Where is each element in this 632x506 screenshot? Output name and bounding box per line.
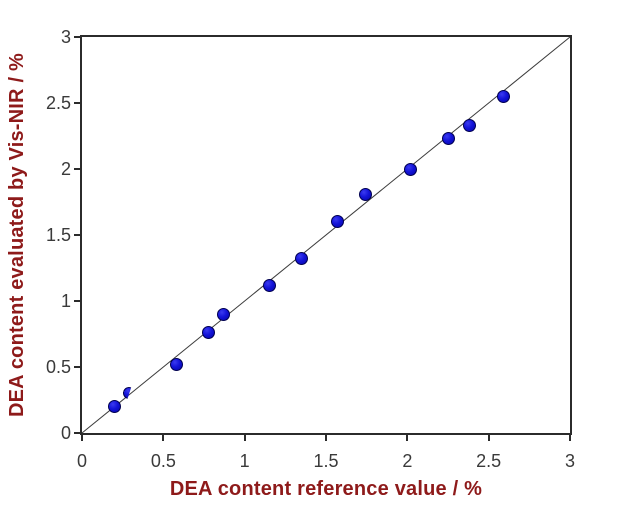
- plot-area: 0 0.5 1 1.5 2 2.5 3 0 0.5 1 1.5 2 2.5 3: [46, 27, 575, 471]
- data-point: [496, 89, 510, 103]
- y-tick-mark: [74, 36, 80, 38]
- y-tick-label: 2.5: [45, 93, 71, 113]
- data-point: [108, 400, 122, 414]
- y-tick-mark: [74, 102, 80, 104]
- data-point: [202, 326, 216, 340]
- x-tick-label: 3: [564, 451, 575, 471]
- data-point: [217, 307, 231, 321]
- y-tick-mark: [74, 234, 80, 236]
- y-tick-label: 0: [60, 423, 71, 443]
- x-axis-label: DEA content reference value / %: [169, 478, 483, 500]
- x-tick-label: 1.5: [313, 451, 339, 471]
- x-tick-label: 0: [76, 451, 87, 471]
- x-tick-mark: [81, 435, 83, 441]
- data-point: [330, 215, 344, 229]
- y-tick-label: 1: [60, 291, 71, 311]
- data-point: [295, 252, 309, 266]
- x-tick-label: 1: [239, 451, 250, 471]
- data-point: [358, 187, 372, 201]
- x-tick-mark: [406, 435, 409, 441]
- x-tick-mark: [325, 435, 327, 441]
- data-point: [462, 118, 476, 132]
- data-point: [262, 278, 276, 292]
- y-tick-label: 1.5: [45, 225, 71, 245]
- data-point: [441, 132, 455, 146]
- y-tick-mark: [74, 366, 80, 368]
- x-tick-mark: [162, 435, 165, 441]
- y-tick-mark: [74, 432, 80, 434]
- y-tick-label: 2: [60, 159, 71, 179]
- x-tick-label: 2.5: [476, 451, 502, 471]
- y-tick-mark: [74, 300, 80, 302]
- x-tick-mark: [569, 435, 571, 441]
- identity-line: [81, 36, 571, 434]
- data-point: [169, 357, 183, 371]
- data-point: [404, 162, 418, 176]
- x-tick-mark: [243, 435, 246, 441]
- y-tick-label: 0.5: [45, 357, 71, 377]
- y-tick-label: 3: [60, 27, 71, 47]
- x-tick-label: 0.5: [150, 451, 176, 471]
- x-tick-label: 2: [402, 451, 413, 471]
- y-tick-mark: [74, 168, 80, 170]
- x-tick-mark: [487, 435, 490, 441]
- identity-line-layer: [81, 36, 571, 434]
